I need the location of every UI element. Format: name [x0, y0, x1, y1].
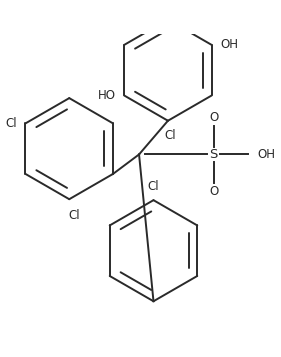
Text: OH: OH [257, 148, 275, 161]
Text: O: O [209, 185, 218, 198]
Text: Cl: Cl [5, 117, 17, 130]
Text: HO: HO [98, 89, 115, 102]
Text: OH: OH [220, 39, 238, 51]
Text: Cl: Cl [165, 129, 176, 142]
Text: S: S [209, 148, 218, 161]
Text: Cl: Cl [68, 209, 80, 222]
Text: Cl: Cl [148, 180, 159, 193]
Text: O: O [209, 111, 218, 124]
